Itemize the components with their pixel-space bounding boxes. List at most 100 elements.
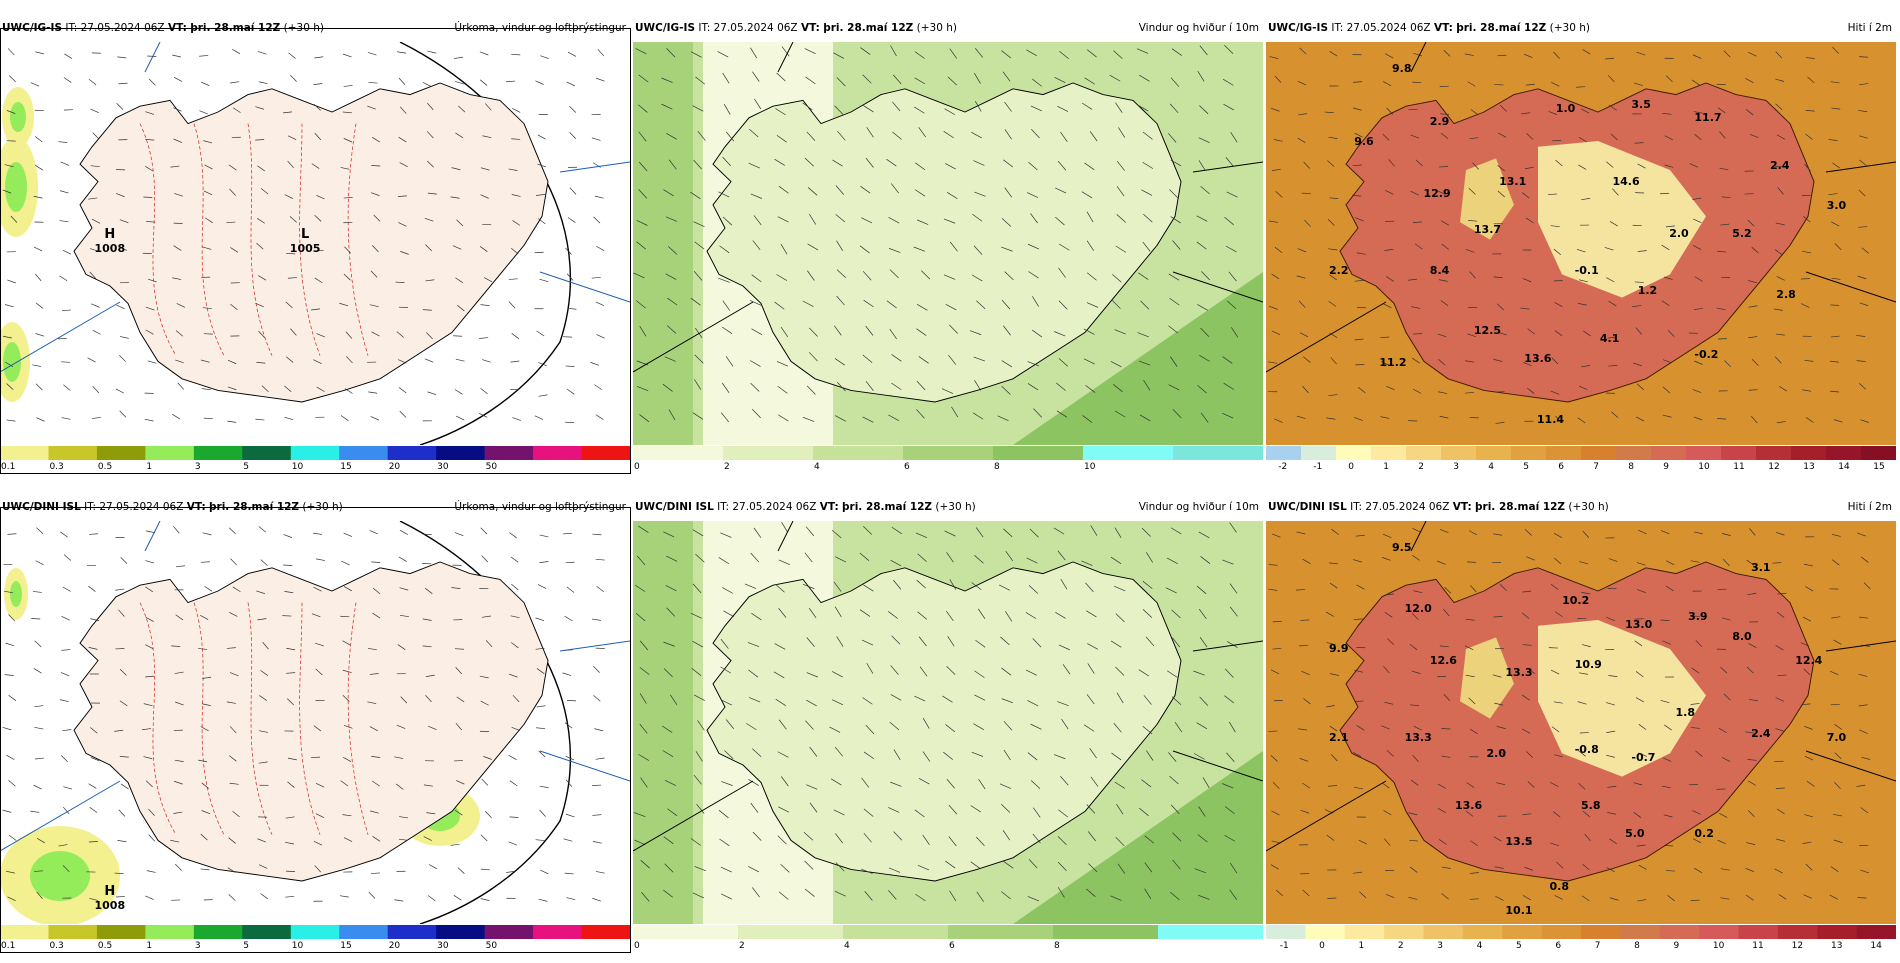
colorbar-swatch: [1756, 446, 1792, 460]
lead-time: (+30 h): [935, 501, 975, 513]
lead-time: (+30 h): [302, 501, 342, 513]
lead-time: (+30 h): [917, 22, 957, 34]
colorbar-swatch: [1301, 446, 1337, 460]
colorbar-swatch: [0, 925, 49, 939]
temp-value: 8.4: [1430, 264, 1450, 277]
colorbar-tick-label: 2: [724, 461, 730, 473]
colorbar-swatch: [1424, 925, 1464, 939]
temp-value: 12.4: [1795, 654, 1822, 667]
colorbar-tick-label: 5: [243, 940, 249, 952]
colorbar-tick-label: 0: [634, 940, 640, 952]
panel-title: Úrkoma, vindur og loftþrýstingur: [454, 14, 626, 42]
colorbar-swatch: [1739, 925, 1779, 939]
pressure-center-value: 1008: [95, 899, 126, 912]
panel-header: UWC/IG-IS IT: 27.05.2024 06Z VT: þri. 28…: [633, 14, 1263, 42]
temp-value: 2.4: [1751, 727, 1771, 740]
colorbar-tick-label: 9: [1674, 940, 1680, 952]
temp-value: 1.0: [1556, 102, 1576, 115]
it-label: IT:: [698, 22, 710, 34]
colorbar-tick-label: 0.1: [1, 461, 15, 473]
it-label: IT:: [717, 501, 729, 513]
colorbar-swatch: [1463, 925, 1503, 939]
panel-dini-wind: UWC/DINI ISL IT: 27.05.2024 06Z VT: þri.…: [633, 493, 1263, 963]
colorbar-swatch: [485, 925, 534, 939]
colorbar-tick-label: 0.5: [98, 461, 112, 473]
colorbar-tick-label: 8: [1628, 461, 1634, 473]
pressure-center-value: 1005: [290, 242, 321, 255]
colorbar-tick-label: 2: [739, 940, 745, 952]
colorbar-tick-label: 6: [949, 940, 955, 952]
lead-time: (+30 h): [1568, 501, 1608, 513]
colorbar-tick-label: 4: [814, 461, 820, 473]
colorbar-swatch: [1336, 446, 1372, 460]
precip-area: [10, 102, 26, 132]
vt-label: VT:: [168, 22, 187, 34]
colorbar-tick-label: 6: [904, 461, 910, 473]
colorbar-swatch: [1502, 925, 1542, 939]
temp-value: 2.0: [1487, 747, 1507, 760]
temp-value: 13.1: [1499, 175, 1526, 188]
colorbar-tick-label: 20: [389, 461, 400, 473]
it-label: IT:: [65, 22, 77, 34]
colorbar-tick-label: 15: [1873, 461, 1884, 473]
temp-value: 2.8: [1776, 288, 1796, 301]
temp-value: 10.1: [1505, 904, 1532, 917]
temp-value: 3.9: [1688, 610, 1708, 623]
colorbar-swatch: [948, 925, 1054, 939]
colorbar-swatch: [194, 925, 243, 939]
colorbar-swatch: [1266, 446, 1302, 460]
colorbar: [633, 446, 1263, 460]
temp-value: 13.0: [1625, 618, 1652, 631]
colorbar-swatch: [903, 446, 994, 460]
panel-igis-wind: UWC/IG-IS IT: 27.05.2024 06Z VT: þri. 28…: [633, 14, 1263, 484]
vt-value: þri. 28.maí 12Z: [190, 22, 280, 34]
temp-value: 10.2: [1562, 594, 1589, 607]
colorbar-swatch: [97, 446, 146, 460]
panel-header: UWC/IG-IS IT: 27.05.2024 06Z VT: þri. 28…: [0, 14, 630, 42]
colorbar-tick-label: 10: [1713, 940, 1724, 952]
colorbar-swatch: [145, 446, 194, 460]
panel-header: UWC/DINI ISL IT: 27.05.2024 06Z VT: þri.…: [1266, 493, 1896, 521]
colorbar-swatch: [1158, 925, 1263, 939]
temp-value: 9.6: [1354, 135, 1374, 148]
lead-time: (+30 h): [284, 22, 324, 34]
colorbar-swatch: [1406, 446, 1442, 460]
colorbar-swatch: [1384, 925, 1424, 939]
temp-value: 2.1: [1329, 731, 1349, 744]
colorbar-tick-label: 14: [1870, 940, 1881, 952]
it-label: IT:: [1350, 501, 1362, 513]
header-run-info: UWC/DINI ISL IT: 27.05.2024 06Z VT: þri.…: [635, 493, 976, 521]
model-name: UWC/IG-IS: [2, 22, 62, 34]
colorbar-swatch: [1817, 925, 1857, 939]
colorbar-swatch: [1083, 446, 1174, 460]
colorbar-swatch: [1581, 446, 1617, 460]
colorbar-swatch: [1053, 925, 1159, 939]
header-run-info: UWC/IG-IS IT: 27.05.2024 06Z VT: þri. 28…: [2, 14, 324, 42]
panel-title: Úrkoma, vindur og loftþrýstingur: [454, 493, 626, 521]
colorbar-tick-label: 3: [1453, 461, 1459, 473]
it-value: 27.05.2024 06Z: [81, 22, 165, 34]
colorbar: [0, 446, 630, 460]
temp-value: 3.0: [1827, 199, 1847, 212]
colorbar-swatch: [633, 925, 739, 939]
precip-area: [5, 162, 27, 212]
temp-value: 11.4: [1537, 413, 1564, 426]
panel-header: UWC/DINI ISL IT: 27.05.2024 06Z VT: þri.…: [633, 493, 1263, 521]
colorbar-tick-label: 8: [1054, 940, 1060, 952]
temp-value: 12.0: [1405, 602, 1432, 615]
vt-label: VT:: [820, 501, 839, 513]
temp-value: 13.5: [1505, 835, 1532, 848]
colorbar-swatch: [1651, 446, 1687, 460]
temp-value: 12.6: [1430, 654, 1457, 667]
panel-dini-temp: UWC/DINI ISL IT: 27.05.2024 06Z VT: þri.…: [1266, 493, 1896, 963]
temp-value: -0.8: [1575, 743, 1599, 756]
temp-value: 2.2: [1329, 264, 1349, 277]
colorbar-tick-label: 15: [340, 461, 351, 473]
colorbar-swatch: [1542, 925, 1582, 939]
panel-header: UWC/DINI ISL IT: 27.05.2024 06Z VT: þri.…: [0, 493, 630, 521]
temp-value: 9.9: [1329, 642, 1349, 655]
